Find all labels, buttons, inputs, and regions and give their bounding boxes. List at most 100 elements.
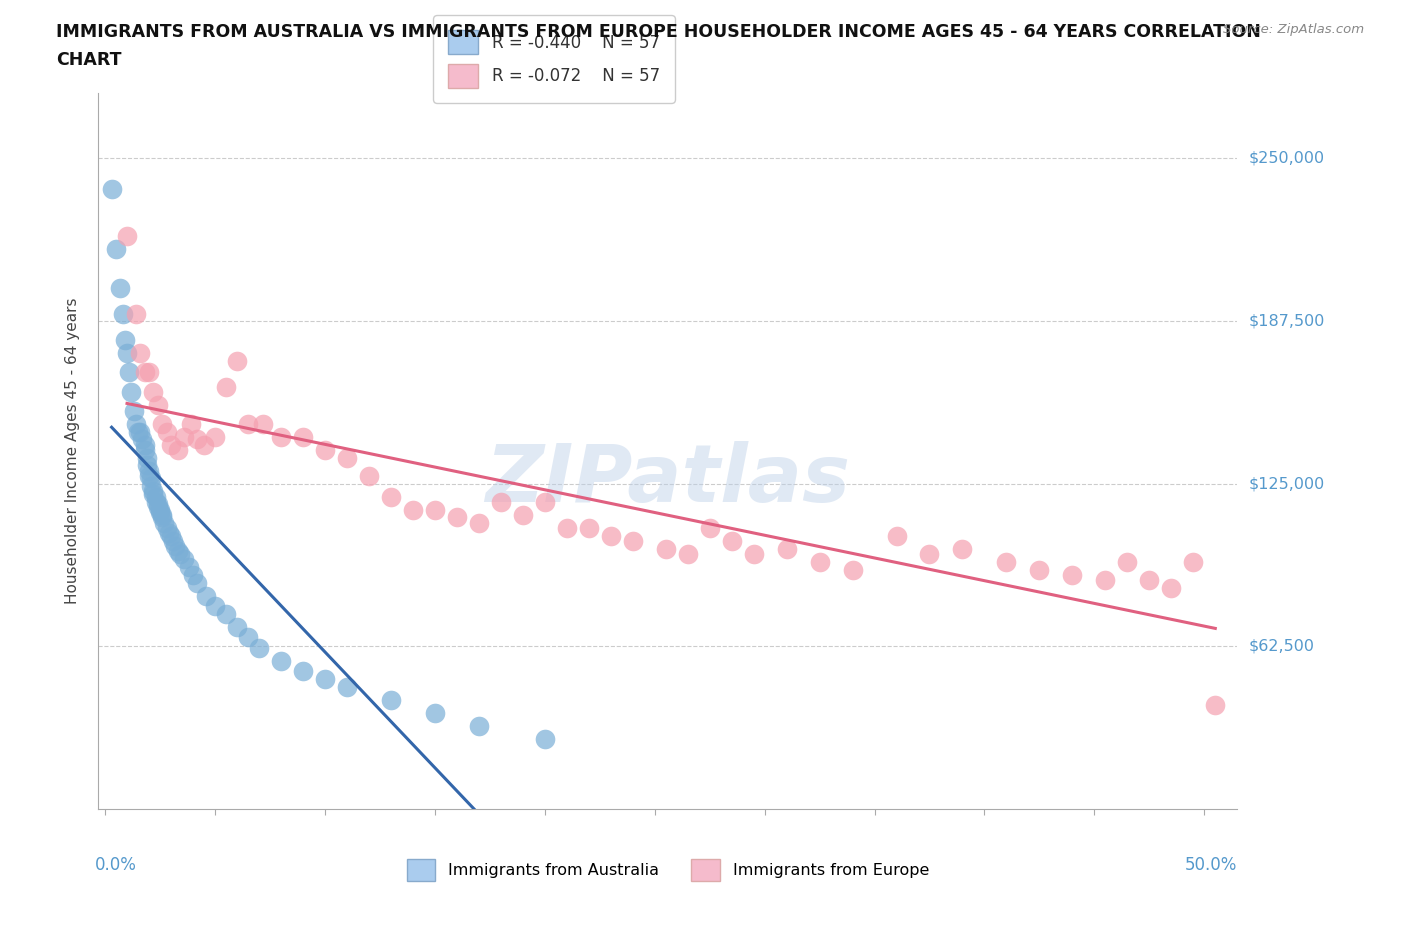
Point xyxy=(134,437,156,452)
Point xyxy=(177,560,200,575)
Point xyxy=(142,486,165,501)
Point xyxy=(153,515,176,530)
Point xyxy=(995,554,1018,569)
Text: $187,500: $187,500 xyxy=(1249,313,1324,328)
Point xyxy=(142,385,165,400)
Text: $250,000: $250,000 xyxy=(1249,151,1324,166)
Y-axis label: Householder Income Ages 45 - 64 years: Householder Income Ages 45 - 64 years xyxy=(65,298,80,604)
Point xyxy=(111,307,134,322)
Point xyxy=(841,562,863,577)
Point xyxy=(115,229,138,244)
Point xyxy=(489,495,512,510)
Point xyxy=(204,599,226,614)
Point xyxy=(160,437,183,452)
Point xyxy=(186,575,208,590)
Text: CHART: CHART xyxy=(56,51,122,69)
Point xyxy=(512,508,534,523)
Point xyxy=(204,430,226,445)
Point xyxy=(165,538,187,553)
Point xyxy=(226,619,249,634)
Point xyxy=(138,365,160,379)
Point xyxy=(236,630,259,644)
Point xyxy=(146,497,169,512)
Point xyxy=(149,502,172,517)
Point xyxy=(336,679,359,694)
Point xyxy=(720,534,742,549)
Point xyxy=(166,443,188,458)
Text: Source: ZipAtlas.com: Source: ZipAtlas.com xyxy=(1223,23,1364,36)
Point xyxy=(138,463,160,478)
Point xyxy=(555,521,578,536)
Point xyxy=(270,430,292,445)
Point xyxy=(155,424,177,439)
Text: IMMIGRANTS FROM AUSTRALIA VS IMMIGRANTS FROM EUROPE HOUSEHOLDER INCOME AGES 45 -: IMMIGRANTS FROM AUSTRALIA VS IMMIGRANTS … xyxy=(56,23,1261,41)
Point xyxy=(1160,580,1182,595)
Point xyxy=(173,551,195,566)
Point xyxy=(155,521,177,536)
Point xyxy=(1062,567,1084,582)
Point xyxy=(215,606,238,621)
Point xyxy=(186,432,208,446)
Point xyxy=(291,430,314,445)
Point xyxy=(110,281,132,296)
Point xyxy=(380,692,402,707)
Point xyxy=(226,353,249,368)
Point xyxy=(357,469,380,484)
Point xyxy=(654,541,676,556)
Point xyxy=(247,640,270,655)
Point xyxy=(291,664,314,679)
Point xyxy=(114,333,136,348)
Legend: Immigrants from Australia, Immigrants from Europe: Immigrants from Australia, Immigrants fr… xyxy=(394,846,942,895)
Point xyxy=(105,242,128,257)
Point xyxy=(270,653,292,668)
Point xyxy=(578,521,600,536)
Point xyxy=(129,346,152,361)
Point xyxy=(100,182,122,197)
Point xyxy=(166,544,188,559)
Point xyxy=(1182,554,1205,569)
Point xyxy=(118,365,141,379)
Point xyxy=(146,499,169,514)
Point xyxy=(145,489,167,504)
Point xyxy=(533,731,555,746)
Point xyxy=(468,515,491,530)
Point xyxy=(146,398,169,413)
Point xyxy=(135,450,157,465)
Point xyxy=(145,495,167,510)
Point xyxy=(775,541,797,556)
Point xyxy=(122,404,145,418)
Point xyxy=(129,424,152,439)
Point xyxy=(599,528,621,543)
Point xyxy=(742,547,765,562)
Point xyxy=(135,458,157,472)
Point xyxy=(141,479,163,494)
Point xyxy=(134,443,156,458)
Point xyxy=(162,534,184,549)
Point xyxy=(160,528,183,543)
Text: 0.0%: 0.0% xyxy=(96,856,136,873)
Point xyxy=(1116,554,1139,569)
Point xyxy=(134,365,156,379)
Point xyxy=(533,495,555,510)
Point xyxy=(180,417,202,432)
Point xyxy=(142,484,165,498)
Point xyxy=(621,534,644,549)
Point xyxy=(918,547,941,562)
Point xyxy=(808,554,831,569)
Point xyxy=(125,417,148,432)
Point xyxy=(423,705,446,720)
Point xyxy=(468,718,491,733)
Point xyxy=(125,307,148,322)
Point xyxy=(150,508,173,523)
Point xyxy=(181,567,204,582)
Point xyxy=(886,528,908,543)
Point xyxy=(193,437,215,452)
Point xyxy=(380,489,402,504)
Point xyxy=(1028,562,1050,577)
Point xyxy=(446,510,468,525)
Point xyxy=(423,502,446,517)
Point xyxy=(127,424,149,439)
Point xyxy=(173,430,195,445)
Point xyxy=(1137,573,1160,588)
Text: 50.0%: 50.0% xyxy=(1185,856,1237,873)
